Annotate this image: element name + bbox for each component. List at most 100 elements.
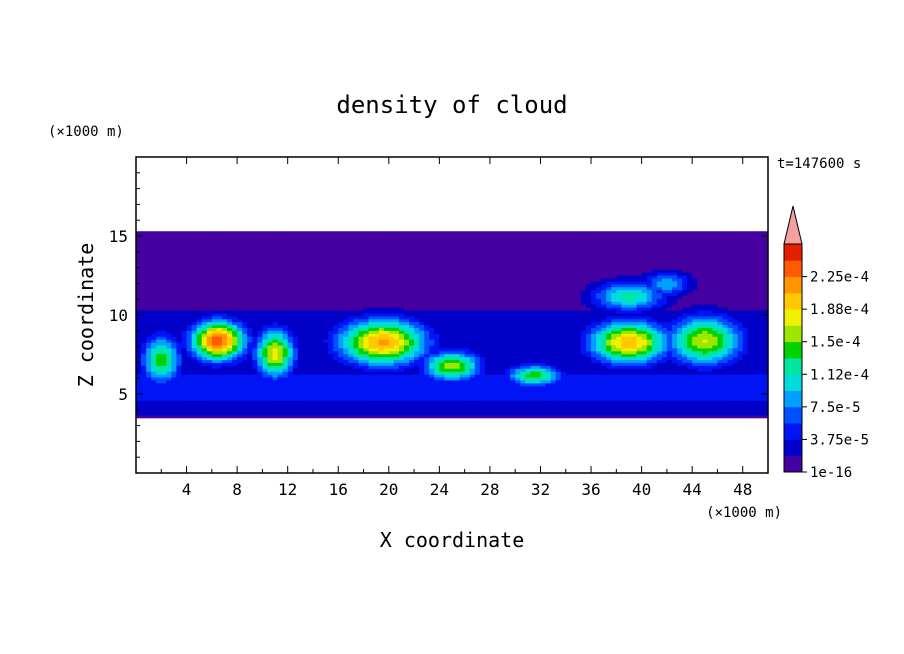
field-cell <box>166 347 172 352</box>
field-cell <box>242 324 248 328</box>
field-cell <box>626 365 633 369</box>
field-cell <box>267 371 274 375</box>
field-cell <box>631 341 638 346</box>
field-cell <box>398 318 405 323</box>
field-cell <box>752 336 759 340</box>
field-cell <box>439 333 446 337</box>
field-cell <box>237 347 243 352</box>
field-cell <box>373 379 380 384</box>
field-cell <box>191 339 198 343</box>
field-cell <box>611 385 617 390</box>
field-cell <box>156 359 162 363</box>
field-cell <box>297 350 304 355</box>
field-cell <box>444 353 451 358</box>
field-cell <box>555 344 562 349</box>
field-cell <box>444 341 451 346</box>
field-cell <box>742 414 749 419</box>
field-cell <box>464 312 471 317</box>
field-cell <box>580 394 587 398</box>
field-cell <box>297 406 304 410</box>
field-cell <box>525 368 531 372</box>
field-cell <box>161 411 167 416</box>
field-cell <box>227 379 233 384</box>
field-cell <box>515 350 521 355</box>
field-cell <box>323 406 329 410</box>
field-cell <box>146 362 152 366</box>
field-cell <box>302 400 309 404</box>
field-cell <box>393 394 400 398</box>
field-cell <box>312 359 319 363</box>
field-cell <box>727 353 734 358</box>
field-cell <box>489 353 496 358</box>
field-cell <box>449 379 456 384</box>
field-cell <box>429 411 435 416</box>
field-cell <box>398 391 405 395</box>
field-cell <box>560 397 567 401</box>
field-cell <box>474 397 481 401</box>
field-cell <box>707 368 713 372</box>
field-cell <box>489 414 496 419</box>
field-cell <box>520 301 526 305</box>
field-cell <box>601 400 607 404</box>
field-cell <box>656 406 663 410</box>
field-cell <box>712 318 719 323</box>
field-cell <box>146 376 152 381</box>
field-cell <box>151 327 157 331</box>
field-cell <box>616 408 622 413</box>
field-cell <box>267 374 274 378</box>
field-cell <box>459 365 466 369</box>
field-cell <box>419 371 425 375</box>
field-cell <box>762 376 768 381</box>
field-cell <box>227 344 233 349</box>
field-cell <box>692 397 698 401</box>
field-cell <box>545 397 552 401</box>
field-cell <box>383 371 390 375</box>
field-cell <box>540 353 547 358</box>
field-cell <box>500 394 506 398</box>
field-cell <box>191 356 198 361</box>
field-cell <box>393 400 400 404</box>
field-cell <box>742 391 749 395</box>
field-cell <box>747 336 754 340</box>
field-cell <box>540 385 547 390</box>
field-cell <box>505 339 511 343</box>
field-cell <box>232 321 238 326</box>
field-cell <box>388 391 395 395</box>
field-cell <box>469 350 476 355</box>
field-cell <box>510 374 516 378</box>
field-cell <box>201 330 208 334</box>
field-cell <box>237 379 243 384</box>
field-cell <box>510 350 516 355</box>
field-cell <box>515 315 521 320</box>
field-cell <box>237 327 243 331</box>
field-cell <box>196 365 203 369</box>
field-cell <box>449 368 456 372</box>
field-cell <box>363 414 370 419</box>
field-cell <box>403 347 410 352</box>
field-cell <box>307 368 314 372</box>
field-cell <box>510 400 516 404</box>
field-cell <box>393 315 400 320</box>
field-cell <box>358 312 365 317</box>
field-cell <box>565 394 572 398</box>
field-cell <box>474 324 481 328</box>
field-cell <box>196 304 203 308</box>
field-cell <box>661 356 668 361</box>
field-cell <box>191 374 198 378</box>
field-cell <box>409 388 415 393</box>
field-cell <box>580 353 587 358</box>
field-cell <box>459 344 466 349</box>
field-cell <box>545 353 552 358</box>
field-cell <box>302 309 309 314</box>
field-cell <box>338 304 344 308</box>
field-cell <box>616 397 622 401</box>
field-cell <box>267 400 274 404</box>
field-cell <box>732 382 739 387</box>
field-cell <box>484 391 491 395</box>
field-cell <box>287 408 294 413</box>
field-cell <box>161 403 167 407</box>
field-cell <box>338 309 344 314</box>
field-cell <box>277 330 284 334</box>
field-cell <box>368 324 375 328</box>
field-cell <box>712 309 719 314</box>
